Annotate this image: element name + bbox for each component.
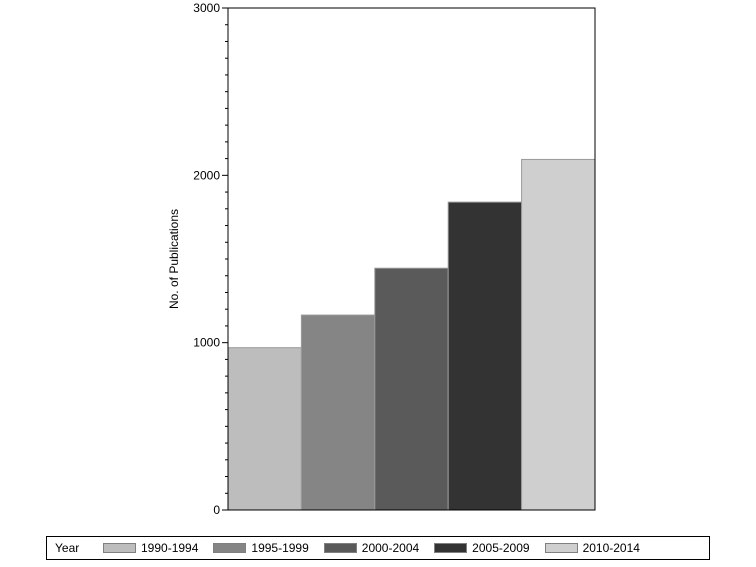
legend-items: 1990-1994 1995-1999 2000-2004 2005-2009 2010… xyxy=(103,541,655,555)
legend-label: 2000-2004 xyxy=(361,541,420,555)
legend-label: 1990-1994 xyxy=(141,541,199,555)
legend-item-2010-2014: 2010-2014 xyxy=(544,541,655,555)
legend-item-1990-1994: 1990-1994 xyxy=(103,541,213,555)
bar-1995-1999 xyxy=(300,314,376,511)
y-tick-label: 1000 xyxy=(193,336,220,350)
legend: Year 1990-1994 1995-1999 2000-2004 2005-200… xyxy=(46,536,710,560)
bar-1990-1994 xyxy=(227,347,302,511)
y-axis: 0 1000 2000 3000 xyxy=(193,1,228,517)
legend-title: Year xyxy=(55,541,80,555)
legend-label: 2010-2014 xyxy=(582,541,640,555)
legend-swatch xyxy=(103,543,136,553)
bar-2005-2009 xyxy=(447,201,523,511)
bar-chart: 0 1000 2000 3000 No. of Publications xyxy=(167,1,596,517)
y-tick-label: 2000 xyxy=(193,168,220,182)
bar-2010-2014 xyxy=(521,158,596,511)
bars-group xyxy=(227,158,596,511)
legend-item-2000-2004: 2000-2004 xyxy=(323,541,434,555)
legend-label: 2005-2009 xyxy=(472,541,530,555)
y-tick-label: 0 xyxy=(213,503,220,517)
legend-swatch xyxy=(434,543,468,553)
legend-item-2005-2009: 2005-2009 xyxy=(434,541,544,555)
legend-swatch xyxy=(544,543,578,553)
bar-2000-2004 xyxy=(374,267,449,511)
legend-swatch xyxy=(213,543,247,553)
legend-label: 1995-1999 xyxy=(251,541,309,555)
legend-item-1995-1999: 1995-1999 xyxy=(213,541,323,555)
y-tick-label: 3000 xyxy=(193,1,220,15)
legend-swatch xyxy=(323,543,357,553)
y-axis-title: No. of Publications xyxy=(167,209,181,309)
